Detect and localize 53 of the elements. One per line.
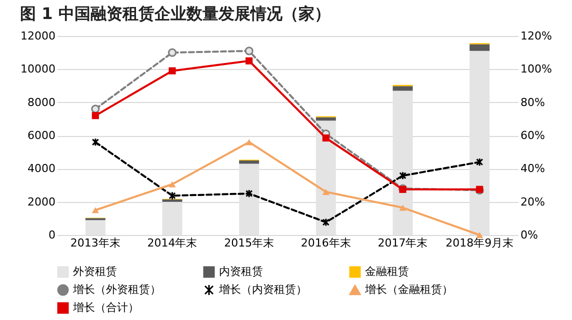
point <box>168 181 176 188</box>
x-tick-label: 2016年末 <box>300 236 351 250</box>
y2-tick-label: 20% <box>520 195 545 208</box>
point <box>246 139 253 146</box>
y-tick-label: 6000 <box>28 129 56 142</box>
legend-label: 内资租赁 <box>219 265 263 278</box>
x-tick-label: 2013年末 <box>70 236 120 250</box>
legend-label: 外资租赁 <box>73 265 117 278</box>
y-tick-label: 8000 <box>28 96 56 109</box>
y2-tick-label: 0% <box>520 228 538 242</box>
point <box>322 188 330 195</box>
point <box>476 232 484 238</box>
bar <box>239 160 260 164</box>
point <box>399 171 406 180</box>
x-tick-label: 2017年末 <box>378 236 428 250</box>
point <box>168 191 176 200</box>
legend-label: 增长（合计） <box>72 301 139 314</box>
x-tick-label: 2014年末 <box>147 236 198 250</box>
point <box>399 204 406 211</box>
point <box>92 112 99 120</box>
chart-title: 图 1 中国融资租赁企业数量发展情况（家） <box>20 4 330 23</box>
point <box>322 218 330 227</box>
point <box>322 134 330 142</box>
bar <box>470 44 490 51</box>
point <box>244 46 254 56</box>
point <box>91 104 100 114</box>
bar <box>85 220 106 235</box>
y-tick-label: 12000 <box>20 30 56 42</box>
y2-tick-label: 120% <box>520 30 552 42</box>
legend-label: 增长（外资租赁） <box>72 283 161 296</box>
point <box>92 207 99 214</box>
point <box>246 189 253 198</box>
bar <box>316 117 336 121</box>
bar <box>392 86 413 91</box>
legend-label: 增长（内资租赁） <box>218 283 307 296</box>
point <box>168 67 176 74</box>
point <box>476 158 484 166</box>
bar <box>162 199 182 202</box>
y-tick-label: 10000 <box>20 62 56 76</box>
y-tick-label: 4000 <box>28 162 56 176</box>
x-tick-label: 2018年9月末 <box>446 236 514 250</box>
y-tick-label: 2000 <box>28 195 56 208</box>
x-tick-label: 2015年末 <box>224 236 274 250</box>
point <box>246 57 253 64</box>
point <box>92 138 99 146</box>
legend-label: 金融租赁 <box>365 265 409 278</box>
y-tick-label: 0 <box>48 228 56 242</box>
y2-tick-label: 100% <box>520 62 552 76</box>
point <box>168 48 177 57</box>
y2-tick-label: 40% <box>520 162 545 176</box>
y2-tick-label: 80% <box>520 96 545 109</box>
legend-label: 增长（金融租赁） <box>364 283 453 296</box>
y2-tick-label: 60% <box>520 129 545 142</box>
